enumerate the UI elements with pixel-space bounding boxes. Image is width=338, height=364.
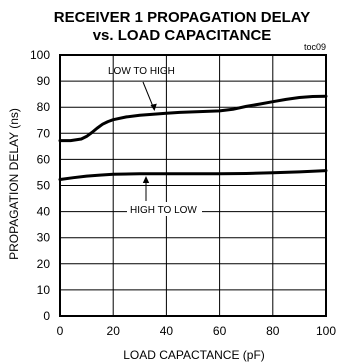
x-tick-label: 0	[57, 324, 64, 338]
x-tick-label: 60	[213, 324, 227, 338]
chart-subtitle: vs. LOAD CAPACITANCE	[93, 27, 272, 44]
grid	[59, 54, 327, 317]
series-line-0	[58, 94, 328, 143]
series-lines	[58, 94, 328, 181]
y-tick-label: 20	[37, 257, 51, 271]
y-tick-label: 70	[37, 126, 51, 140]
arrowhead	[142, 176, 150, 183]
figure-code: toc09	[304, 42, 326, 52]
annotation-high-to-low: HIGH TO LOW	[130, 205, 197, 216]
tick-labels: 0 20 40 60 80 100 0 10 20 30 40 50 60 70 80 90 100	[30, 48, 336, 338]
annotation-low-to-high: LOW TO HIGH	[108, 66, 175, 77]
y-tick-label: 0	[43, 309, 50, 323]
y-tick-label: 100	[30, 48, 50, 62]
x-tick-label: 80	[266, 324, 280, 338]
y-tick-label: 50	[37, 179, 51, 193]
y-tick-label: 90	[37, 74, 51, 88]
arrowhead	[150, 103, 157, 111]
y-tick-label: 80	[37, 100, 51, 114]
y-tick-label: 40	[37, 205, 51, 219]
chart-title: RECEIVER 1 PROPAGATION DELAY	[54, 9, 310, 26]
x-tick-label: 40	[160, 324, 174, 338]
x-tick-label: 20	[107, 324, 121, 338]
x-axis-label: LOAD CAPACTANCE (pF)	[123, 348, 265, 362]
y-tick-label: 60	[37, 152, 51, 166]
y-tick-label: 10	[37, 283, 51, 297]
series-line-1	[58, 169, 328, 181]
annotations: LOW TO HIGH HIGH TO LOW	[108, 66, 202, 216]
annotation-background	[127, 202, 202, 216]
y-axis-label: PROPAGATION DELAY (ns)	[7, 108, 21, 260]
plot-frame	[59, 54, 327, 317]
annotation-arrow-low-to-high	[142, 81, 155, 110]
y-tick-label: 30	[37, 231, 51, 245]
x-tick-label: 100	[316, 324, 336, 338]
